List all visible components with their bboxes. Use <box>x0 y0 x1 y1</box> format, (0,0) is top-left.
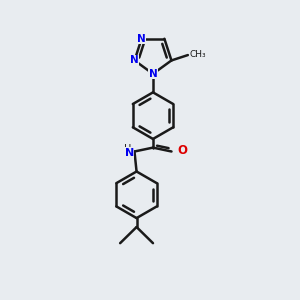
Text: H: H <box>124 144 131 154</box>
Text: O: O <box>177 144 187 157</box>
Text: N: N <box>130 56 139 65</box>
Text: N: N <box>124 148 134 158</box>
Text: N: N <box>148 69 158 79</box>
Text: CH₃: CH₃ <box>189 50 206 59</box>
Text: N: N <box>137 34 146 44</box>
